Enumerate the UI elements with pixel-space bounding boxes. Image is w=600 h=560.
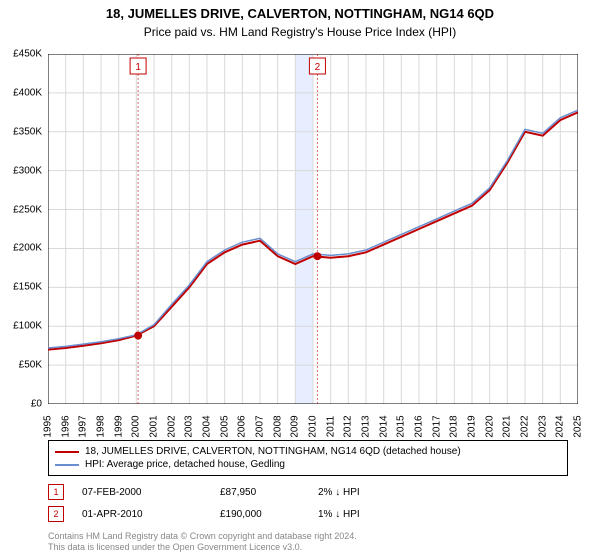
sale-marker-icon: 1 xyxy=(48,484,64,500)
x-tick-label: 2022 xyxy=(520,415,531,437)
y-tick-label: £0 xyxy=(2,399,42,410)
x-tick-label: 2025 xyxy=(573,415,584,437)
y-tick-label: £250K xyxy=(2,204,42,215)
x-tick-label: 1997 xyxy=(78,415,89,437)
y-tick-label: £50K xyxy=(2,360,42,371)
sale-marker-icon: 2 xyxy=(48,506,64,522)
sale-date: 07-FEB-2000 xyxy=(82,487,202,498)
x-tick-label: 2008 xyxy=(272,415,283,437)
x-tick-label: 2002 xyxy=(166,415,177,437)
sale-price: £190,000 xyxy=(220,509,300,520)
sale-row: 2 01-APR-2010 £190,000 1% ↓ HPI xyxy=(48,506,568,522)
y-tick-label: £150K xyxy=(2,282,42,293)
footer-line: This data is licensed under the Open Gov… xyxy=(48,542,357,554)
x-tick-label: 2010 xyxy=(308,415,319,437)
x-tick-label: 2011 xyxy=(325,416,336,438)
x-tick-label: 2001 xyxy=(149,415,160,437)
sale-pct: 1% ↓ HPI xyxy=(318,509,398,520)
x-tick-label: 2000 xyxy=(131,415,142,437)
svg-text:1: 1 xyxy=(135,62,141,73)
legend-swatch xyxy=(55,464,79,466)
y-tick-label: £100K xyxy=(2,321,42,332)
x-tick-label: 2024 xyxy=(555,415,566,437)
x-tick-label: 1998 xyxy=(96,415,107,437)
y-tick-label: £300K xyxy=(2,165,42,176)
legend-swatch xyxy=(55,451,79,453)
footer-line: Contains HM Land Registry data © Crown c… xyxy=(48,531,357,543)
sale-pct: 2% ↓ HPI xyxy=(318,487,398,498)
chart-subtitle: Price paid vs. HM Land Registry's House … xyxy=(0,21,600,39)
x-tick-label: 2018 xyxy=(449,415,460,437)
chart-title: 18, JUMELLES DRIVE, CALVERTON, NOTTINGHA… xyxy=(0,0,600,21)
x-tick-label: 2016 xyxy=(414,415,425,437)
x-tick-label: 2004 xyxy=(202,415,213,437)
chart-container: 18, JUMELLES DRIVE, CALVERTON, NOTTINGHA… xyxy=(0,0,600,560)
x-tick-label: 1995 xyxy=(43,415,54,437)
sale-price: £87,950 xyxy=(220,487,300,498)
x-tick-label: 2015 xyxy=(396,415,407,437)
legend-item: 18, JUMELLES DRIVE, CALVERTON, NOTTINGHA… xyxy=(55,445,561,458)
line-chart: 12 xyxy=(48,54,578,404)
y-tick-label: £400K xyxy=(2,87,42,98)
legend-label: HPI: Average price, detached house, Gedl… xyxy=(85,459,285,470)
footer: Contains HM Land Registry data © Crown c… xyxy=(48,531,357,554)
svg-text:2: 2 xyxy=(315,62,321,73)
x-tick-label: 2019 xyxy=(467,415,478,437)
x-tick-label: 2006 xyxy=(237,415,248,437)
x-tick-label: 2020 xyxy=(484,415,495,437)
sale-date: 01-APR-2010 xyxy=(82,509,202,520)
x-tick-label: 2009 xyxy=(290,415,301,437)
legend-label: 18, JUMELLES DRIVE, CALVERTON, NOTTINGHA… xyxy=(85,446,461,457)
x-tick-label: 2021 xyxy=(502,415,513,437)
x-tick-label: 2014 xyxy=(378,415,389,437)
chart-area: 12 £0£50K£100K£150K£200K£250K£300K£350K£… xyxy=(48,54,578,404)
x-tick-label: 2005 xyxy=(219,415,230,437)
legend: 18, JUMELLES DRIVE, CALVERTON, NOTTINGHA… xyxy=(48,440,568,476)
x-tick-label: 2007 xyxy=(255,415,266,437)
sale-row: 1 07-FEB-2000 £87,950 2% ↓ HPI xyxy=(48,484,568,500)
y-tick-label: £350K xyxy=(2,126,42,137)
y-tick-label: £450K xyxy=(2,49,42,60)
x-tick-label: 2023 xyxy=(537,415,548,437)
x-tick-label: 2013 xyxy=(361,415,372,437)
x-tick-label: 2003 xyxy=(184,415,195,437)
x-tick-label: 1996 xyxy=(60,415,71,437)
y-tick-label: £200K xyxy=(2,243,42,254)
legend-item: HPI: Average price, detached house, Gedl… xyxy=(55,458,561,471)
x-tick-label: 1999 xyxy=(113,415,124,437)
x-tick-label: 2017 xyxy=(431,415,442,437)
x-tick-label: 2012 xyxy=(343,415,354,437)
